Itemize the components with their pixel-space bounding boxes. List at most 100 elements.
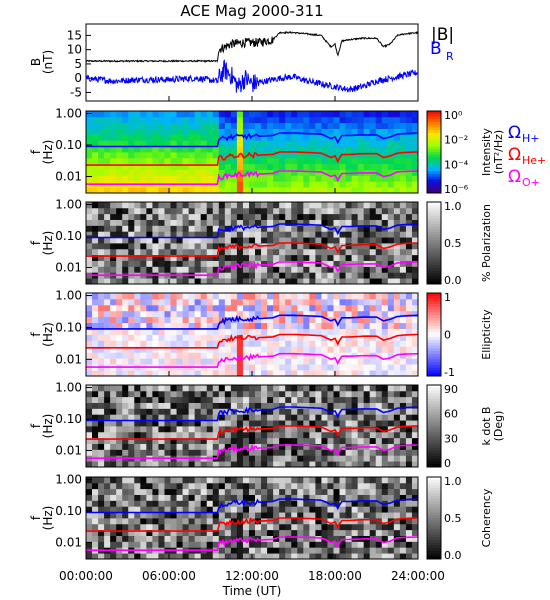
spectrogram-cell [206, 293, 214, 300]
spectrogram-cell [242, 207, 250, 215]
spectrogram-cell [200, 278, 208, 285]
spectrogram-cell [267, 266, 274, 273]
spectrogram-cell [333, 134, 340, 141]
spectrogram-cell [146, 426, 153, 433]
spectrogram-cell [128, 260, 135, 267]
spectrogram-cell [387, 455, 395, 462]
spectrogram-cell [339, 488, 346, 495]
spectrogram-cell [393, 254, 401, 261]
spectrogram-cell [212, 506, 220, 513]
spectrogram-cell [381, 352, 389, 359]
spectrogram-cell [152, 225, 159, 232]
spectrogram-cell [146, 134, 153, 141]
spectrogram-cell [285, 352, 292, 359]
spectrogram-cell [158, 122, 165, 129]
spectrogram-cell [309, 477, 316, 484]
spectrogram-cell [369, 140, 377, 147]
spectrogram-cell [375, 278, 383, 285]
spectrogram-cell [399, 278, 407, 285]
colorbar-step [427, 518, 441, 522]
spectrogram-cell [218, 310, 226, 318]
spectrogram-cell [375, 477, 383, 484]
spectrogram-cell [363, 202, 371, 209]
spectrogram-cell [411, 140, 419, 147]
spectrogram-cell [116, 111, 123, 118]
spectrogram-cell [315, 512, 322, 519]
spectrogram-cell [230, 500, 238, 507]
spectrogram-cell [146, 529, 153, 536]
spectrogram-cell [206, 523, 214, 531]
spectrogram-cell [399, 304, 407, 312]
spectrogram-cell [212, 310, 220, 318]
spectrogram-cell [188, 187, 196, 194]
spectrogram-cell [405, 248, 413, 256]
spectrogram-cell [321, 175, 328, 182]
spectrogram-cell [285, 358, 292, 365]
spectrogram-cell [134, 358, 141, 365]
spectrogram-cell [236, 449, 244, 456]
spectrogram-cell [411, 414, 419, 421]
spectrogram-cell [309, 310, 316, 318]
spectrogram-cell [140, 316, 147, 324]
spectrogram-cell [399, 298, 407, 306]
x-tick-label-4: 24:00:00 [391, 569, 445, 583]
spectrogram-cell [248, 547, 256, 554]
spectrogram-cell [236, 328, 244, 335]
spectrogram-cell [98, 541, 105, 548]
spectrogram-cell [170, 390, 177, 398]
spectrogram-cell [152, 385, 159, 392]
spectrogram-cell [104, 207, 111, 215]
spectrogram-cell [182, 219, 190, 226]
spectrogram-cell [339, 134, 346, 141]
spectrogram-cell [303, 364, 310, 371]
spectrogram-cell [387, 322, 395, 329]
spectrogram-cell [309, 304, 316, 312]
spectrogram-cell [182, 266, 190, 273]
spectrogram-cell [188, 408, 196, 415]
spectrogram-cell [363, 414, 371, 421]
spectrogram-cell [297, 243, 304, 250]
spectrogram-cell [164, 523, 171, 531]
spectrogram-cell [206, 207, 214, 215]
spectrogram-cell [351, 243, 359, 250]
spectrogram-cell [393, 266, 401, 273]
spectrogram-cell [200, 461, 208, 468]
spectrogram-cell [255, 340, 262, 347]
spectrogram-cell [104, 420, 111, 427]
spectrogram-cell [309, 370, 316, 377]
spectrogram-cell [242, 202, 250, 209]
spectrogram-cell [399, 272, 407, 279]
spectrogram-cell [279, 535, 286, 542]
spectrogram-cell [230, 181, 238, 188]
spectrogram-cell [134, 449, 141, 456]
spectrogram-cell [104, 243, 111, 250]
spectrogram-cell [182, 316, 190, 324]
spectrogram-cell [188, 494, 196, 501]
colorbar-step [427, 262, 441, 266]
spectrogram-cell [303, 494, 310, 501]
spectrogram-cell [261, 482, 268, 490]
spectrogram-cell [152, 213, 159, 220]
colorbar-step [427, 278, 441, 282]
spectrogram-cell [158, 352, 165, 359]
spectrogram-cell [200, 553, 208, 560]
spectrogram-cell [188, 310, 196, 318]
spectrogram-cell [357, 181, 365, 188]
spectrogram-cell [327, 116, 334, 124]
spectrogram-cell [152, 152, 159, 159]
colorbar-step [427, 162, 441, 167]
spectrogram-cell [321, 310, 328, 318]
spectrogram-cell [297, 426, 304, 433]
spectrogram-cell [104, 322, 111, 329]
spectrogram-cell [86, 169, 93, 176]
spectrogram-cell [206, 352, 214, 359]
spectrogram-cell [92, 169, 99, 176]
spectrogram-cell [92, 304, 99, 312]
spectrogram-cell [333, 163, 340, 170]
spectrogram-cell [134, 225, 141, 232]
spectrogram-cell [140, 390, 147, 398]
spectrogram-cell [248, 488, 256, 495]
colorbar-step [427, 312, 441, 316]
spectrogram-cell [158, 482, 165, 490]
spectrogram-cell [146, 518, 153, 525]
